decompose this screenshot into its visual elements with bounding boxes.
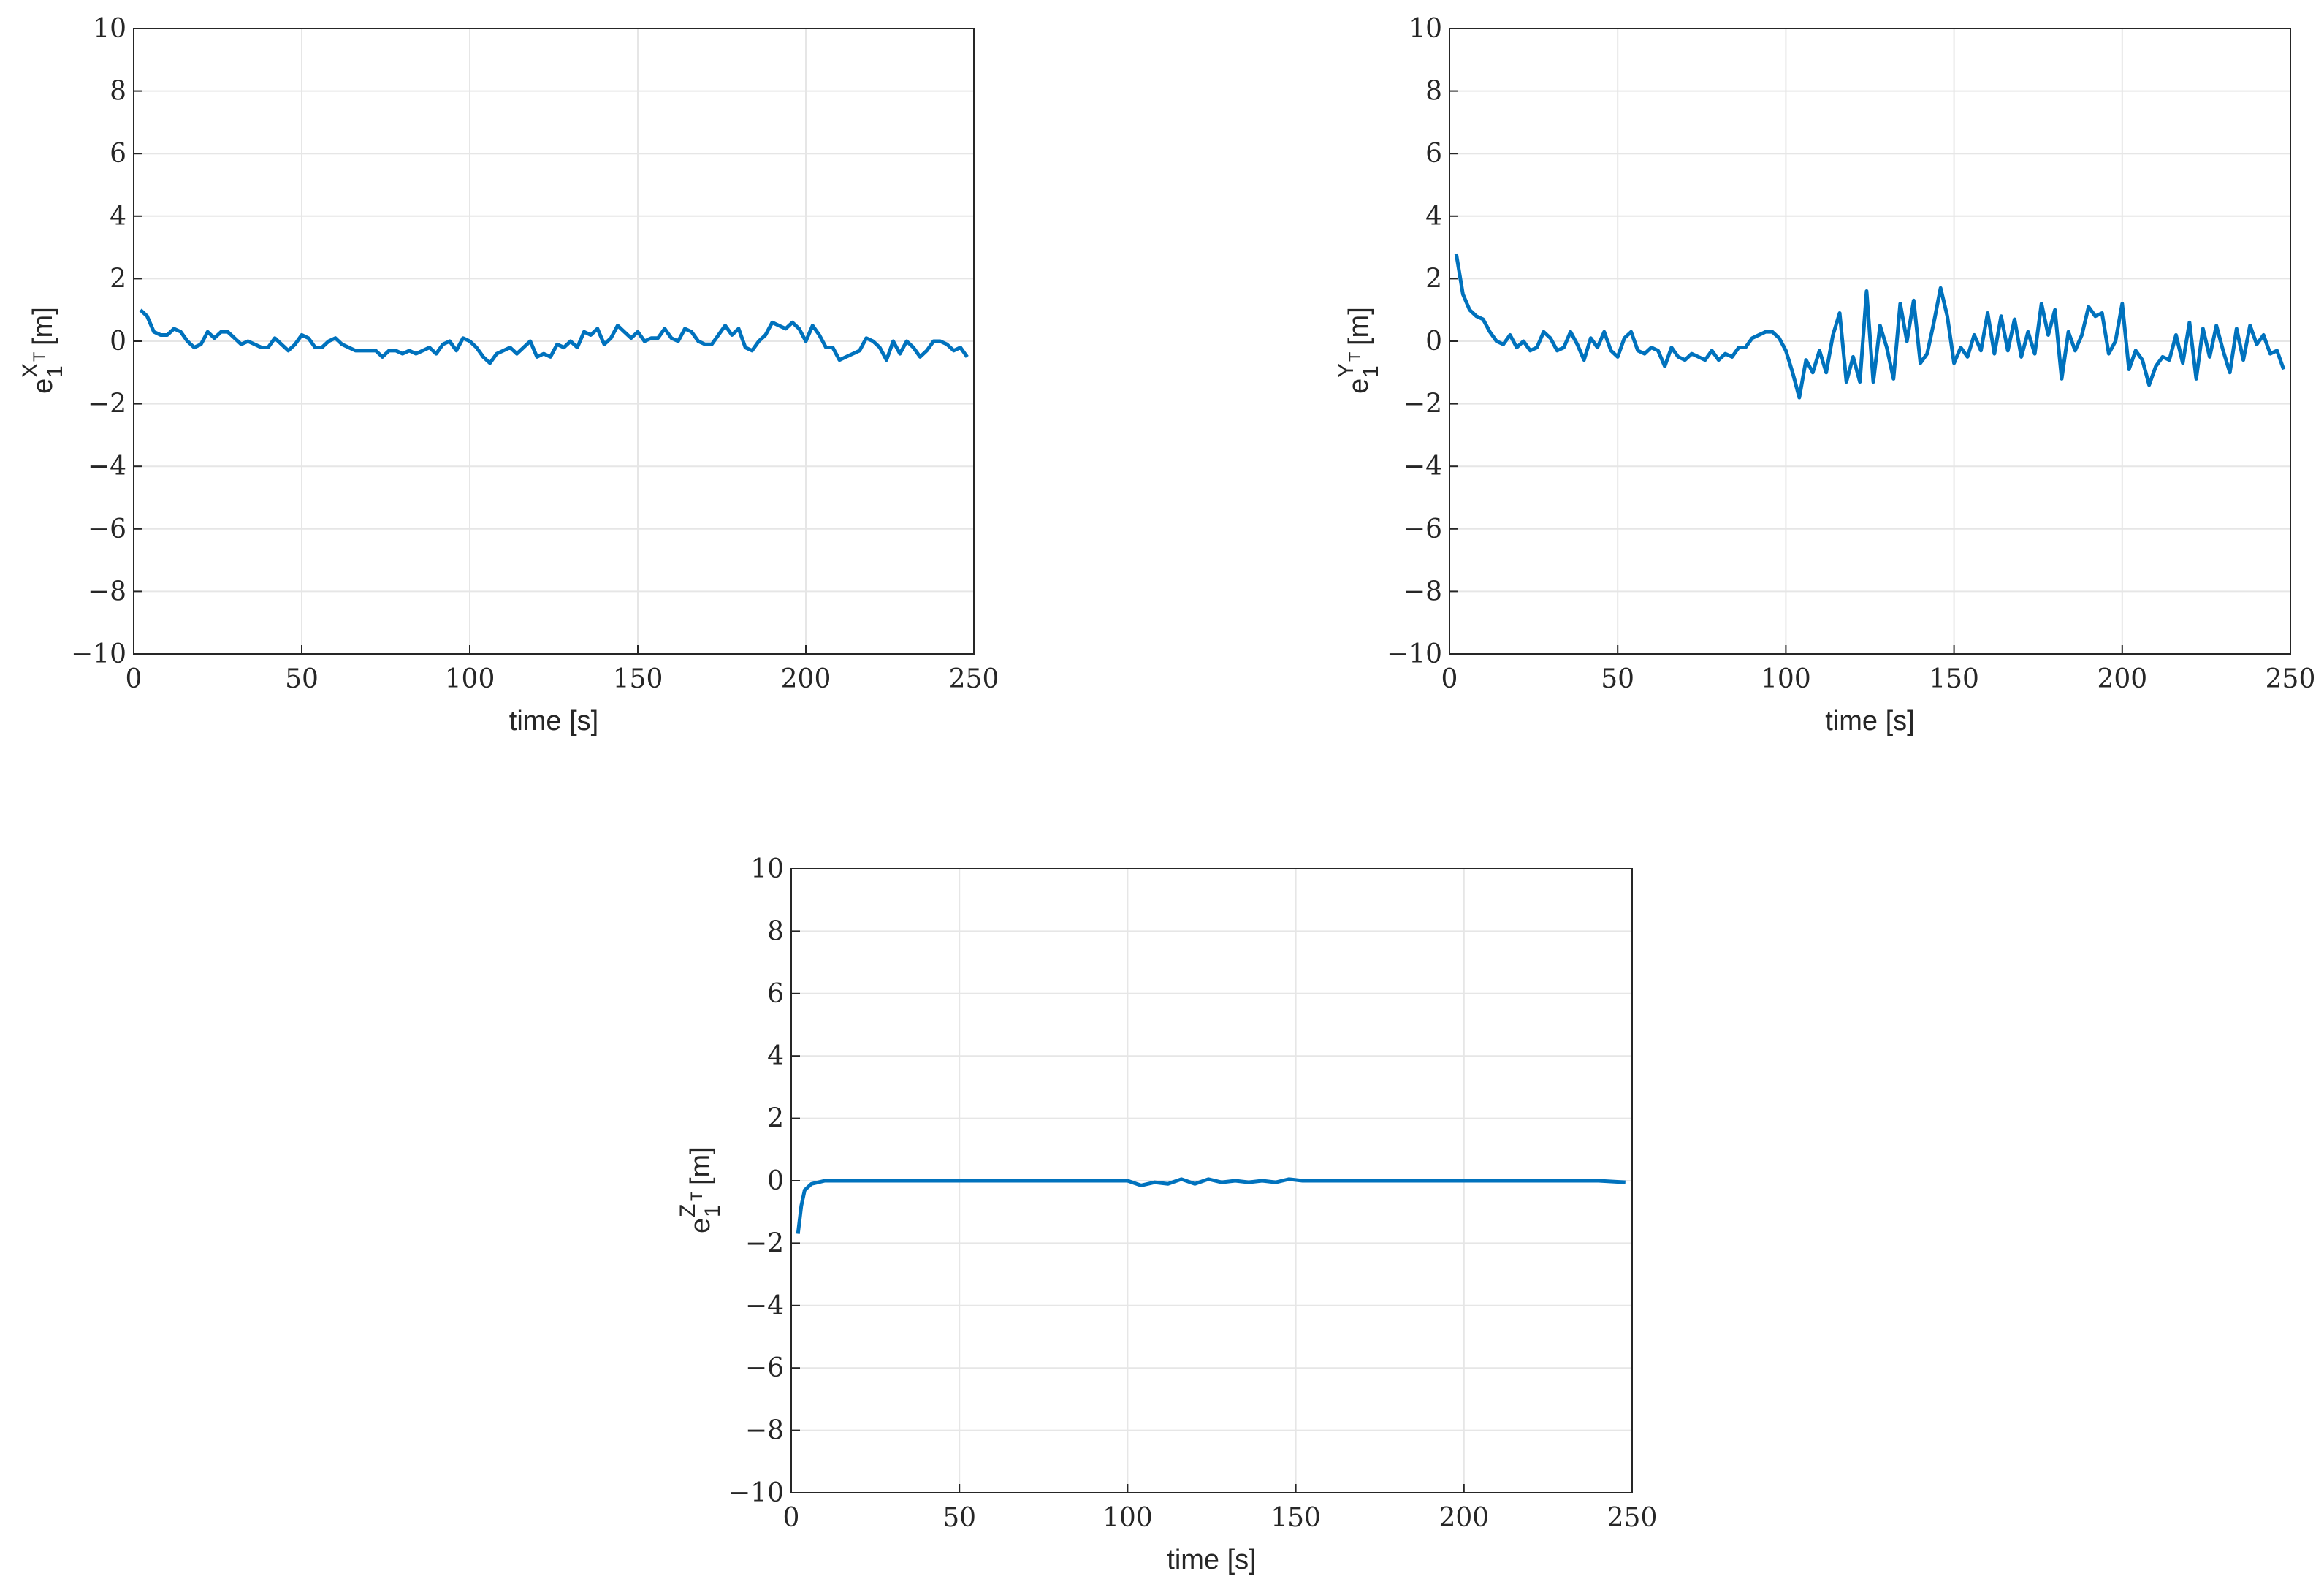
y-label-superscript-subscript: T — [30, 352, 48, 362]
data-line — [796, 1177, 1626, 1234]
x-tick-label: 100 — [445, 664, 495, 694]
y-tick-label: −10 — [728, 1478, 784, 1508]
x-tick-label: 0 — [783, 1503, 800, 1533]
y-label-subscript: 1 — [701, 1205, 725, 1217]
x-tick-label: 150 — [1929, 664, 1979, 694]
y-label-superscript-subscript: T — [1346, 352, 1364, 362]
y-tick-label: 10 — [750, 854, 784, 884]
x-tick-label: 250 — [2266, 664, 2316, 694]
y-tick-label: 6 — [1425, 139, 1442, 169]
y-tick-label: 2 — [767, 1104, 784, 1134]
y-label-unit: [m] — [685, 1146, 716, 1185]
y-label-superscript: Y — [1334, 363, 1358, 378]
y-tick-label: 2 — [110, 264, 126, 294]
x-axis-label: time [s] — [1167, 1545, 1256, 1575]
x-tick-label: 250 — [1607, 1503, 1658, 1533]
x-tick-label: 250 — [949, 664, 999, 694]
x-tick-label: 200 — [781, 664, 831, 694]
y-label-base: e — [28, 378, 58, 394]
y-tick-label: 4 — [767, 1041, 784, 1071]
y-label-subscript: 1 — [43, 365, 67, 378]
y-label-subscript: 1 — [1359, 365, 1383, 378]
data-line — [1454, 253, 2286, 400]
x-tick-label: 150 — [613, 664, 663, 694]
y-tick-label: 8 — [110, 77, 126, 107]
y-label-unit: [m] — [28, 307, 58, 346]
y-tick-label: −4 — [745, 1291, 784, 1321]
y-tick-label: −8 — [1403, 576, 1442, 606]
y-tick-label: 2 — [1425, 264, 1442, 294]
y-tick-label: 0 — [1425, 327, 1442, 357]
x-tick-label: 50 — [1601, 664, 1634, 694]
y-tick-label: −6 — [745, 1353, 784, 1383]
y-label-superscript: Z — [676, 1204, 700, 1217]
x-tick-label: 200 — [2097, 664, 2147, 694]
y-tick-label: −10 — [1387, 639, 1442, 669]
x-tick-label: 50 — [942, 1503, 976, 1533]
y-tick-label: −2 — [745, 1228, 784, 1258]
y-tick-label: 6 — [110, 139, 126, 169]
y-tick-label: 0 — [767, 1166, 784, 1196]
y-label-base: e — [1344, 378, 1374, 394]
plot-frame — [133, 28, 975, 655]
x-tick-label: 100 — [1102, 1503, 1153, 1533]
y-tick-label: −6 — [88, 514, 126, 544]
y-tick-label: 10 — [93, 14, 126, 44]
y-tick-label: −2 — [88, 389, 126, 419]
y-label-base: e — [685, 1218, 716, 1233]
y-tick-label: −4 — [1403, 452, 1442, 482]
x-tick-label: 200 — [1439, 1503, 1489, 1533]
y-label-superscript-subscript: T — [687, 1192, 706, 1201]
y-tick-label: −8 — [88, 576, 126, 606]
chart-panel: 0 50 100 150 200 250 −10 −8 −6 −4 −2 0 2 4 6 8 10 time [s… — [1334, 14, 2315, 737]
x-axis-label: time [s] — [1825, 706, 1914, 737]
chart-panel: 0 50 100 150 200 250 −10 −8 −6 −4 −2 0 2 4 6 8 10 time [s… — [676, 854, 1657, 1575]
y-tick-label: 0 — [110, 327, 126, 357]
y-tick-label: −6 — [1403, 514, 1442, 544]
y-tick-label: 4 — [1425, 202, 1442, 232]
x-tick-label: 100 — [1761, 664, 1811, 694]
y-tick-label: 4 — [110, 202, 126, 232]
x-tick-label: 0 — [1441, 664, 1458, 694]
y-label-superscript: X — [18, 363, 42, 378]
plot-frame — [790, 868, 1633, 1493]
y-tick-label: 10 — [1409, 14, 1442, 44]
chart-panel: 0 50 100 150 200 250 −10 −8 −6 −4 −2 0 2 4 6 8 10 time [s… — [18, 14, 999, 737]
y-tick-label: 8 — [1425, 77, 1442, 107]
data-line — [139, 308, 969, 365]
y-tick-label: 8 — [767, 916, 784, 946]
x-tick-label: 50 — [285, 664, 319, 694]
plot-frame — [1449, 28, 2291, 655]
y-tick-label: 6 — [767, 979, 784, 1009]
x-tick-label: 0 — [126, 664, 142, 694]
y-tick-label: −10 — [71, 639, 126, 669]
y-tick-label: −2 — [1403, 389, 1442, 419]
y-tick-label: −4 — [88, 452, 126, 482]
x-tick-label: 150 — [1270, 1503, 1321, 1533]
y-tick-label: −8 — [745, 1416, 784, 1446]
y-label-unit: [m] — [1344, 307, 1374, 346]
x-axis-label: time [s] — [509, 706, 598, 737]
